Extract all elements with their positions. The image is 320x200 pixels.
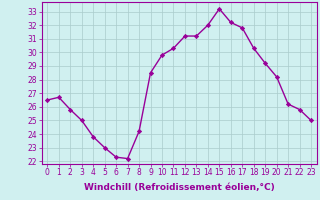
X-axis label: Windchill (Refroidissement éolien,°C): Windchill (Refroidissement éolien,°C) xyxy=(84,183,275,192)
